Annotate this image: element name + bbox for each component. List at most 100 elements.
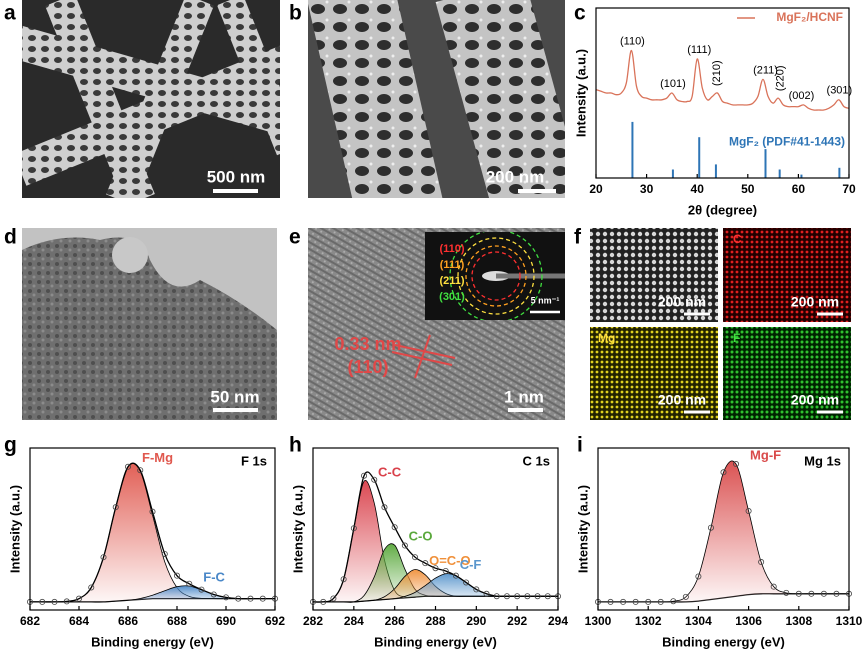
scale-bar-label: 200 nm — [791, 294, 839, 310]
element-label: Mg — [598, 331, 615, 345]
data-point — [544, 593, 551, 600]
data-point — [720, 469, 727, 476]
ring-label: (111) — [440, 259, 465, 271]
data-point — [670, 598, 677, 605]
peak-label: O=C-O — [429, 553, 471, 568]
reference-label: MgF₂ (PDF#41-1443) — [729, 134, 845, 148]
x-tick-label: 20 — [589, 182, 603, 196]
peak-index: (220) — [775, 65, 787, 91]
data-point — [442, 567, 449, 574]
panel-label: e — [289, 226, 301, 249]
data-point — [391, 524, 398, 531]
peak-index: (110) — [620, 35, 645, 47]
peak-index: (301) — [827, 85, 853, 97]
panel-label: d — [4, 226, 17, 249]
x-tick-label: 1308 — [785, 614, 812, 628]
data-point — [161, 550, 168, 557]
ring-label: (110) — [439, 243, 464, 255]
data-point — [149, 508, 156, 515]
y-axis-label: Intensity (a.u.) — [575, 485, 590, 573]
data-point — [534, 593, 541, 600]
peak-index: (111) — [687, 44, 711, 56]
data-point — [783, 589, 790, 596]
panel-label: i — [577, 434, 583, 457]
peak-label: Mg-F — [750, 447, 781, 462]
series-line — [595, 49, 850, 111]
data-point — [808, 590, 815, 597]
data-point — [483, 590, 490, 597]
x-axis-label: 2θ (degree) — [688, 202, 757, 217]
data-point — [795, 590, 802, 597]
data-point — [493, 593, 500, 600]
x-tick-label: 40 — [691, 182, 705, 196]
data-point — [51, 598, 58, 605]
scale-bar-label: 500 nm — [207, 167, 266, 186]
data-point — [125, 463, 132, 470]
x-tick-label: 1306 — [735, 614, 762, 628]
data-point — [432, 565, 439, 572]
peak-index: (210) — [711, 60, 723, 86]
peak-label: C-C — [378, 465, 402, 480]
eds-map — [590, 327, 718, 420]
legend-label: MgF₂/HCNF — [776, 10, 843, 24]
scale-bar-label: 200 nm — [658, 294, 706, 310]
x-tick-label: 1302 — [635, 614, 662, 628]
data-point — [63, 598, 70, 605]
y-axis-label: Intensity (a.u.) — [573, 49, 588, 137]
x-tick-label: 684 — [69, 614, 89, 628]
component-area — [30, 463, 275, 602]
x-tick-label: 70 — [842, 182, 856, 196]
data-point — [503, 593, 510, 600]
component-area — [313, 573, 558, 602]
x-tick-label: 686 — [118, 614, 138, 628]
x-tick-label: 688 — [167, 614, 187, 628]
data-point — [682, 593, 689, 600]
data-point — [514, 593, 521, 600]
panel-label: f — [574, 226, 582, 249]
ring-label: (211) — [439, 275, 464, 287]
data-point — [198, 586, 205, 593]
plot-frame — [597, 447, 850, 611]
data-point — [733, 461, 740, 468]
data-point — [76, 595, 83, 602]
peak-index: (211) — [753, 64, 778, 76]
data-point — [770, 583, 777, 590]
panel-label: a — [4, 2, 16, 25]
x-tick-label: 1300 — [585, 614, 612, 628]
plot-frame — [595, 7, 850, 179]
data-point — [657, 598, 664, 605]
data-point — [39, 598, 46, 605]
scale-bar-label: 200 nm — [486, 167, 545, 186]
data-point — [235, 595, 242, 602]
x-tick-label: 286 — [385, 614, 405, 628]
x-tick-label: 682 — [20, 614, 40, 628]
x-tick-label: 284 — [344, 614, 364, 628]
saed-inset — [425, 232, 565, 320]
data-point — [758, 559, 765, 566]
x-axis-label: Binding energy (eV) — [662, 634, 785, 649]
d-spacing-label: 0.33 nm — [334, 334, 401, 354]
envelope-line — [30, 462, 275, 603]
data-point — [371, 476, 378, 483]
data-point — [524, 593, 531, 600]
x-axis-label: Binding energy (eV) — [374, 634, 497, 649]
data-point — [340, 576, 347, 583]
x-tick-label: 1304 — [685, 614, 712, 628]
data-point — [247, 595, 254, 602]
peak-index: (002) — [789, 90, 815, 102]
data-point — [632, 598, 639, 605]
envelope-line — [312, 471, 558, 603]
element-label: F — [733, 331, 740, 345]
data-point — [695, 573, 702, 580]
data-point — [381, 504, 388, 511]
x-tick-label: 60 — [792, 182, 806, 196]
data-point — [401, 542, 408, 549]
eds-map — [723, 228, 851, 322]
data-point — [745, 508, 752, 515]
element-label: C — [733, 232, 742, 246]
panel-title: F 1s — [241, 453, 267, 468]
data-point — [607, 598, 614, 605]
panel-title: C 1s — [523, 453, 550, 468]
data-point — [707, 524, 714, 531]
series-line — [598, 460, 849, 603]
